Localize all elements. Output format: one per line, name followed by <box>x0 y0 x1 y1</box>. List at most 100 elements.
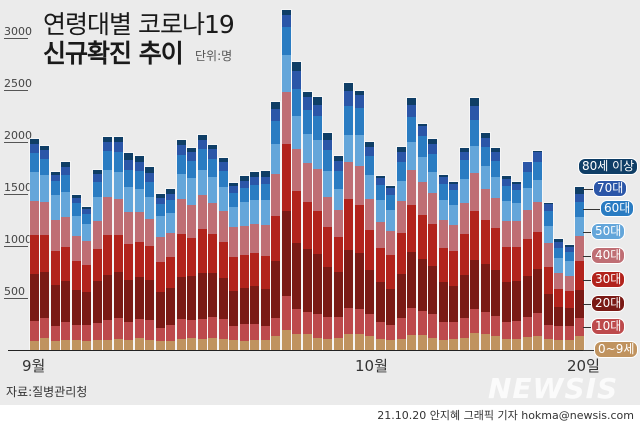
bar-segment <box>135 162 144 171</box>
legend-leader-line <box>583 280 591 281</box>
stacked-bar <box>323 133 332 350</box>
bar-segment <box>460 234 469 275</box>
bar-segment <box>156 262 165 292</box>
bar-segment <box>114 152 123 172</box>
stacked-bar <box>93 170 102 350</box>
bar-segment <box>93 174 102 181</box>
bar-segment <box>407 117 416 142</box>
bar-segment <box>481 189 490 220</box>
bar-segment <box>344 162 353 199</box>
bar-segment <box>124 153 133 160</box>
bar-segment <box>449 190 458 206</box>
bar-segment <box>313 254 322 313</box>
bar-segment <box>313 140 322 169</box>
bar-segment <box>334 189 343 210</box>
stacked-bar <box>61 162 70 350</box>
bar-segment <box>303 202 312 249</box>
bar-segment <box>439 220 448 248</box>
bar-segment <box>303 249 312 311</box>
bar-segment <box>240 202 249 226</box>
bar-segment <box>491 152 500 160</box>
bar-segment <box>124 340 133 350</box>
bar-segment <box>323 171 332 197</box>
x-axis-line <box>8 350 588 351</box>
bar-segment <box>61 247 70 281</box>
bar-segment <box>428 144 437 153</box>
bar-segment <box>554 289 563 307</box>
bar-segment <box>124 212 133 244</box>
bar-segment <box>533 180 542 202</box>
bar-segment <box>407 252 416 308</box>
bar-segment <box>365 147 374 155</box>
bar-segment <box>355 166 364 206</box>
bar-segment <box>481 312 490 335</box>
bar-segment <box>72 216 81 236</box>
bar-segment <box>261 326 270 341</box>
bar-segment <box>533 232 542 269</box>
bar-segment <box>282 27 291 55</box>
bar-segment <box>386 231 395 255</box>
source-label: 자료:질병관리청 <box>6 383 87 400</box>
stacked-bar <box>208 145 217 350</box>
bar-segment <box>103 275 112 320</box>
newsis-logo: NEWSIS <box>488 372 618 405</box>
bar-segment <box>30 153 39 172</box>
bar-segment <box>334 171 343 189</box>
legend-leader-line <box>583 256 591 257</box>
bar-segment <box>271 336 280 350</box>
bar-segment <box>460 275 469 319</box>
bar-segment <box>261 340 270 350</box>
bar-segment <box>344 83 353 91</box>
bar-segment <box>334 237 343 272</box>
bar-segment <box>82 224 91 241</box>
bar-segment <box>40 272 49 318</box>
bar-segment <box>313 314 322 338</box>
bar-segment <box>303 110 312 134</box>
x-tick-label: 9월 <box>22 355 45 376</box>
bar-segment <box>135 242 144 277</box>
bar-segment <box>40 175 49 202</box>
bar-segment <box>103 235 112 276</box>
bar-segment <box>271 102 280 109</box>
bar-segment <box>187 338 196 350</box>
bar-segment <box>229 193 238 208</box>
bar-segment <box>124 160 133 169</box>
bar-segment <box>428 338 437 350</box>
bar-segment <box>544 211 553 227</box>
bar-segment <box>355 135 364 166</box>
bar-segment <box>544 204 553 211</box>
bar-segment <box>481 220 490 264</box>
bar-segment <box>554 307 563 326</box>
bar-segment <box>177 277 186 319</box>
bar-segment <box>418 311 427 336</box>
bar-segment <box>219 211 228 242</box>
bar-segment <box>219 162 228 170</box>
bar-segment <box>313 169 322 211</box>
bar-segment <box>124 322 133 340</box>
bar-segment <box>313 105 322 116</box>
bar-segment <box>397 318 406 339</box>
bar-segment <box>198 319 207 339</box>
bar-segment <box>428 224 437 266</box>
bar-segment <box>407 205 416 252</box>
bar-segment <box>145 280 154 320</box>
bar-segment <box>376 248 385 282</box>
bar-segment <box>512 339 521 350</box>
bar-segment <box>386 255 395 289</box>
bar-segment <box>250 253 259 286</box>
bar-segment <box>376 222 385 248</box>
bar-segment <box>114 339 123 350</box>
bar-segment <box>30 144 39 153</box>
bar-segment <box>523 188 532 210</box>
bar-segment <box>177 199 186 233</box>
bar-segment <box>177 339 186 350</box>
bar-segment <box>219 339 228 350</box>
bar-segment <box>271 144 280 174</box>
stacked-bar <box>156 194 165 350</box>
bar-segment <box>198 140 207 149</box>
bar-segment <box>397 339 406 350</box>
bar-segment <box>502 339 511 350</box>
bar-segment <box>261 225 270 256</box>
bar-segment <box>418 215 427 259</box>
bar-segment <box>61 167 70 175</box>
